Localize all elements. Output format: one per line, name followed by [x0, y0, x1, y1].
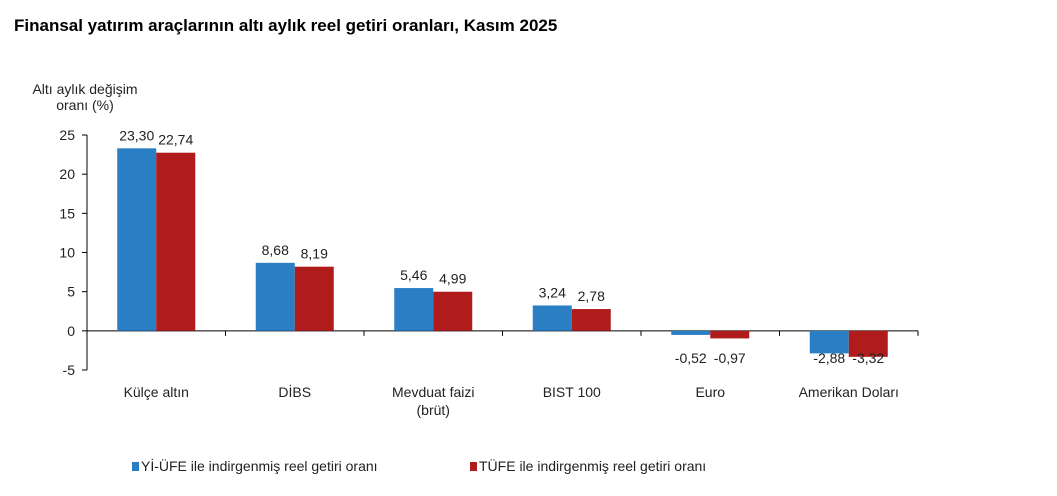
data-label: 8,19	[301, 246, 328, 262]
data-label: 4,99	[439, 271, 466, 287]
legend-swatch	[132, 462, 139, 471]
bar-yi-ufe	[532, 305, 572, 331]
bar-yi-ufe	[809, 330, 849, 354]
bar-tufe	[294, 266, 334, 331]
data-label: -0,97	[714, 350, 746, 366]
data-label: 2,78	[578, 288, 605, 304]
data-label: -2,88	[813, 350, 845, 366]
bar-tufe	[433, 291, 473, 331]
y-tick-label: 5	[67, 284, 75, 300]
x-tick-label: Euro	[695, 384, 725, 400]
y-axis-label: Altı aylık değişim	[32, 81, 137, 97]
legend-label: TÜFE ile indirgenmiş reel getiri oranı	[479, 457, 706, 474]
data-label: 3,24	[539, 284, 566, 300]
legend-label: Yİ-ÜFE ile indirgenmiş reel getiri oranı	[141, 457, 378, 474]
data-label: 23,30	[119, 127, 154, 143]
bar-yi-ufe	[117, 148, 157, 331]
bar-tufe	[710, 330, 750, 339]
bar-yi-ufe	[671, 330, 711, 335]
x-tick-label: (brüt)	[417, 402, 450, 418]
x-tick-label: BIST 100	[543, 384, 601, 400]
x-tick-label: Mevduat faizi	[392, 384, 474, 400]
chart-title: Finansal yatırım araçlarının altı aylık …	[14, 16, 558, 35]
legend-swatch	[470, 462, 477, 471]
bar-tufe	[848, 330, 888, 357]
y-tick-label: 20	[59, 166, 75, 182]
data-label: 8,68	[262, 242, 289, 258]
bar-tufe	[571, 309, 611, 331]
bar-tufe	[156, 152, 196, 331]
bar-yi-ufe	[394, 288, 434, 331]
data-label: 5,46	[400, 267, 427, 283]
y-tick-label: 10	[59, 245, 75, 261]
x-tick-label: DİBS	[278, 383, 311, 400]
x-tick-label: Amerikan Doları	[799, 384, 899, 400]
data-label: 22,74	[158, 132, 193, 148]
y-tick-label: -5	[63, 362, 76, 378]
y-tick-label: 15	[59, 205, 75, 221]
y-tick-label: 0	[67, 323, 75, 339]
bar-yi-ufe	[255, 262, 295, 331]
data-label: -0,52	[675, 350, 707, 366]
y-axis-label: oranı (%)	[56, 97, 114, 113]
y-tick-label: 25	[59, 127, 75, 143]
data-label: -3,32	[852, 350, 884, 366]
x-tick-label: Külçe altın	[124, 384, 189, 400]
